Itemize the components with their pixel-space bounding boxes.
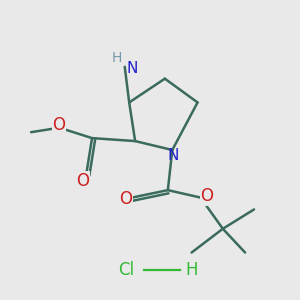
- Text: O: O: [76, 172, 90, 190]
- Text: Cl: Cl: [118, 261, 134, 279]
- Text: O: O: [52, 116, 65, 134]
- Text: N: N: [167, 148, 179, 163]
- Text: O: O: [119, 190, 132, 208]
- Text: H: H: [185, 261, 198, 279]
- Text: H: H: [112, 51, 122, 65]
- Text: O: O: [201, 187, 214, 205]
- Text: N: N: [127, 61, 138, 76]
